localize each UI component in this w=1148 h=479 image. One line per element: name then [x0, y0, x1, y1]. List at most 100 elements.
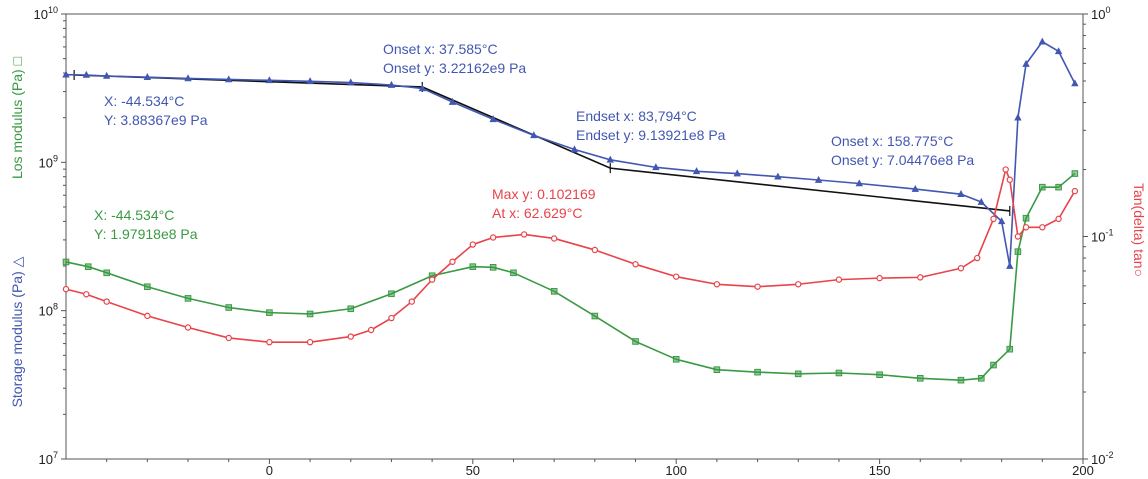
annotation-maxy-line: At x: 62.629°C — [492, 205, 582, 221]
storage-series-line — [65, 40, 1076, 267]
tan-point — [1039, 224, 1046, 231]
loss-point — [62, 258, 70, 266]
tan-point — [1055, 215, 1062, 223]
tan-point — [917, 274, 924, 281]
storage-point — [1071, 79, 1079, 87]
storage-point — [1054, 47, 1063, 55]
tan-point — [713, 281, 721, 288]
tan-point — [990, 215, 997, 223]
tan-point — [957, 265, 965, 272]
left-tick-label: 1010 — [34, 5, 58, 22]
tan-point — [754, 283, 761, 290]
loss-point — [469, 263, 477, 270]
storage-point — [814, 175, 823, 183]
tan-point — [1071, 187, 1079, 195]
storage-point — [997, 217, 1006, 225]
left-tick-label: 109 — [39, 153, 58, 170]
tick-labels: 0 50 100 150 200 107 108 109 1010 10-2 10-1 100 — [34, 5, 1114, 478]
storage-point — [977, 197, 986, 205]
tan-point — [144, 312, 151, 320]
tan-point — [876, 274, 883, 282]
annotation-xy_storage-line: Y: 3.88367e9 Pa — [104, 112, 208, 128]
x-tick-label: 50 — [466, 463, 480, 478]
tan-point — [550, 235, 558, 242]
storage-point — [530, 131, 538, 139]
grid-and-frame — [61, 13, 1088, 464]
storage-point — [82, 70, 91, 78]
storage-point — [1006, 261, 1014, 269]
storage-point — [184, 74, 192, 82]
right-tick-label: 100 — [1091, 5, 1110, 22]
storage-point — [911, 184, 919, 192]
loss-point — [591, 312, 599, 320]
tan-point — [489, 234, 497, 241]
loss-point — [672, 356, 680, 363]
loss-point — [550, 288, 558, 295]
storage-point — [143, 73, 152, 80]
loss-point — [916, 374, 924, 382]
tan-point — [83, 291, 90, 298]
loss-point — [1014, 248, 1022, 255]
loss-point — [510, 269, 517, 277]
annotation-onset1-line: Onset y: 3.22162e9 Pa — [383, 60, 526, 76]
tan-point — [408, 298, 415, 305]
loss-point — [489, 264, 497, 271]
loss-point — [225, 304, 233, 311]
tan-point — [428, 276, 436, 283]
annotation-onset2-line: Onset y: 7.04476e8 Pa — [831, 152, 974, 168]
left-axis-label-storage: Storage modulus (Pa) △ — [9, 256, 25, 407]
right-tick-label: 10-2 — [1091, 450, 1113, 467]
storage-point — [606, 155, 614, 163]
tan-point — [520, 231, 528, 238]
onset-lines — [73, 69, 1011, 216]
storage-point — [489, 115, 497, 123]
annotation-xy_storage-line: X: -44.534°C — [104, 93, 184, 109]
onset-tangent-line — [74, 74, 1010, 212]
annotation-maxy-line: Max y: 0.102169 — [492, 186, 596, 202]
series-markers — [62, 37, 1079, 384]
storage-point — [570, 145, 579, 153]
storage-point — [1038, 37, 1047, 45]
annotation-onset1-line: Onset x: 37.585°C — [383, 41, 498, 57]
tan-point — [367, 326, 375, 334]
loss-point — [990, 361, 997, 369]
loss-point — [1006, 345, 1014, 353]
storage-point — [102, 71, 111, 79]
tan-point — [673, 273, 680, 280]
tan-point — [1006, 176, 1013, 183]
tan-point — [306, 338, 314, 346]
tan-point — [1022, 224, 1030, 231]
tan-point — [795, 281, 802, 288]
loss-point — [266, 309, 273, 316]
tan-point — [103, 298, 110, 305]
x-tick-label: 150 — [869, 463, 891, 478]
x-tick-label: 100 — [665, 463, 687, 478]
storage-point — [652, 163, 660, 171]
left-tick-label: 108 — [39, 302, 58, 319]
loss-point — [632, 338, 639, 345]
tan-point — [1014, 233, 1022, 240]
tan-point — [974, 254, 981, 262]
tan-point — [469, 241, 476, 248]
annotation-xy_loss-line: Y: 1.97918e8 Pa — [94, 226, 198, 242]
loss-point — [347, 305, 355, 313]
storage-point — [306, 77, 314, 85]
x-tick-label: 0 — [266, 463, 273, 478]
x-tick-label: 200 — [1072, 463, 1094, 478]
loss-point — [388, 290, 395, 298]
loss-point — [1039, 183, 1046, 191]
tan-point — [632, 261, 639, 268]
loss-point — [184, 295, 192, 302]
tan-point — [1002, 166, 1009, 173]
annotation-xy_loss-line: X: -44.534°C — [94, 207, 174, 223]
storage-point — [774, 172, 782, 180]
storage-point — [62, 70, 70, 78]
loss-point — [144, 283, 151, 291]
storage-point — [387, 80, 396, 88]
storage-point — [225, 75, 233, 83]
storage-point — [347, 78, 355, 86]
tan-point — [449, 258, 456, 265]
tan-point — [347, 333, 354, 340]
annotations: Onset x: 37.585°C Onset y: 3.22162e9 Pa X:… — [94, 41, 974, 242]
